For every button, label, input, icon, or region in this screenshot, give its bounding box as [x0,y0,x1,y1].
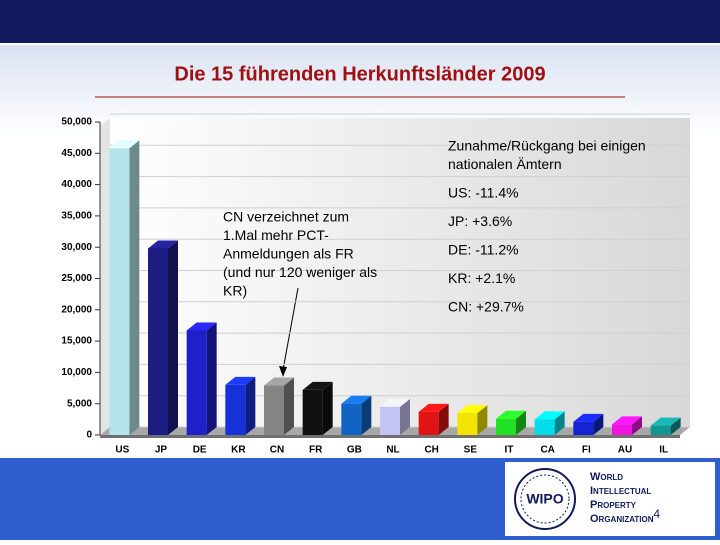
bar-top [148,240,178,249]
bar-top [534,411,565,420]
bar-side [593,413,604,435]
bar [650,425,671,435]
annotation-line: Anmeldungen als FR [223,246,354,262]
bar [534,419,555,435]
bar-side [400,398,410,435]
annotation-line: 1.Mal mehr PCT- [223,227,329,243]
x-tick-label: CA [540,445,554,456]
x-tick-label: GB [347,445,362,456]
change-item: JP: +3.6% [448,213,512,229]
bar [148,248,168,435]
x-tick-label: CN [270,445,284,456]
change-item: DE: -11.2% [448,242,519,258]
x-tick-label: CH [424,445,438,456]
changes-heading: Zunahme/Rückgang bei einigen [448,138,646,154]
organization-line: Intellectual [590,485,651,497]
bar-top [457,405,488,414]
bar-side [284,377,294,435]
y-tick-label: 35,000 [61,211,92,222]
bar [225,384,246,435]
y-tick-label: 20,000 [61,304,92,315]
bar-top [341,395,372,404]
bar-side [477,405,488,435]
bar-top [496,410,526,419]
organization-line: World [590,471,623,483]
back-wall-side [100,118,110,435]
top-bar [0,0,720,44]
bar [457,413,478,435]
bar [302,389,323,435]
bar-top [186,322,217,331]
x-tick-label: US [115,445,129,456]
x-tick-label: IL [659,445,668,456]
bar-side [438,403,449,435]
x-tick-label: AU [618,445,632,456]
bar-top [573,413,604,422]
bar-side [516,410,526,435]
logo-inner-ring [520,474,570,524]
bar-side [168,240,178,435]
changes-heading: nationalen Ämtern [448,156,562,172]
floor-edge [100,435,680,438]
organization-line: Property [590,499,637,511]
bar-side [670,417,681,435]
bar-side [322,381,333,435]
x-tick-label: DE [193,445,207,456]
y-tick-label: 45,000 [61,148,92,159]
y-tick-label: 30,000 [61,242,92,253]
logo-box [505,462,715,536]
annotation-line: CN verzeichnet zum [223,209,349,225]
bar-top [612,416,642,425]
bar [612,424,632,435]
y-tick-label: 15,000 [61,336,92,347]
y-tick-label: 10,000 [61,367,92,378]
x-tick-label: JP [155,445,168,456]
change-item: KR: +2.1% [448,270,515,286]
x-tick-label: NL [386,445,399,456]
y-tick-label: 25,000 [61,273,92,284]
x-tick-label: FI [582,445,591,456]
bar [264,385,284,435]
logo-ring [514,468,576,530]
page-number: 4 [653,507,660,521]
bar-top [109,140,140,149]
bar [418,411,439,435]
slide-title: Die 15 führenden Herkunftsländer 2009 [174,63,545,85]
y-tick-label: 50,000 [61,117,92,128]
bar-top [225,376,256,385]
annotation-line: (und nur 120 weniger als [223,264,377,280]
bar-top [264,377,294,386]
bar-side [129,140,140,436]
bar [109,148,130,436]
y-tick-label: 40,000 [61,179,92,190]
bar [186,330,207,435]
logo-text: WIPO [526,491,563,507]
bar-top [380,398,410,407]
annotation-line: KR) [223,283,247,299]
bar-side [554,411,565,435]
x-tick-label: SE [464,445,478,456]
bar [380,406,400,435]
x-tick-label: IT [505,445,514,456]
change-item: US: -11.4% [448,185,519,201]
bar-top [650,417,681,426]
bar-top [418,403,449,412]
organization-line: Organization [590,513,654,525]
bar-side [361,395,372,435]
bar-side [245,376,256,435]
x-tick-label: FR [309,445,323,456]
x-tick-label: KR [231,445,246,456]
bar [341,403,362,435]
bar-side [206,322,217,435]
y-tick-label: 5,000 [67,398,92,409]
bar-top [302,381,333,390]
y-tick-label: 0 [86,430,92,441]
bar [496,418,516,435]
bar-side [632,416,642,435]
change-item: CN: +29.7% [448,299,524,315]
arrow-head [279,366,287,377]
bar [573,421,594,435]
